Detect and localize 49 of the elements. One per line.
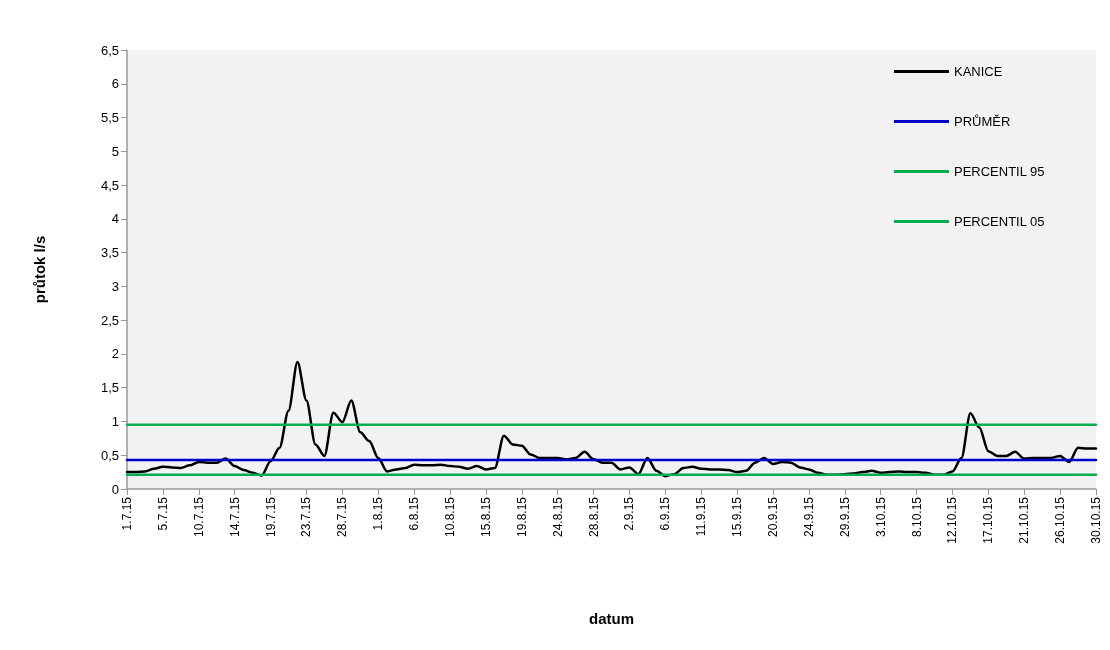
- x-tick-label: 1.7.15: [120, 496, 134, 531]
- line-series: [125, 360, 1098, 478]
- y-tick-label: 4,5: [100, 177, 119, 193]
- x-tick-label: 10.8.15: [443, 496, 457, 538]
- x-tick-label: 5.7.15: [155, 496, 170, 531]
- x-tick-label: 14.7.15: [227, 496, 242, 538]
- y-tick-label: 6,5: [100, 42, 119, 58]
- x-tick-label: 23.7.15: [299, 496, 314, 538]
- legend-label: PERCENTIL 95: [953, 164, 1045, 179]
- x-tick-label: 17.10.15: [981, 496, 996, 544]
- x-tick-label: 24.9.15: [801, 496, 816, 538]
- x-tick-label: 10.7.15: [191, 496, 206, 538]
- x-tick-label: 8.10.15: [909, 496, 924, 538]
- x-tick-label: 11.9.15: [694, 496, 709, 537]
- x-tick-label: 6.8.15: [407, 496, 422, 531]
- x-axis-title: datum: [589, 610, 634, 627]
- y-tick-label: 5: [111, 143, 119, 159]
- legend-label: KANICE: [953, 64, 1003, 79]
- y-tick-label: 5,5: [100, 110, 119, 126]
- x-tick-label: 15.9.15: [730, 496, 745, 538]
- x-tick-label: 2.9.15: [622, 496, 637, 531]
- legend-label: PRŮMĚR: [953, 114, 1011, 129]
- y-tick-label: 0: [111, 481, 119, 497]
- y-tick-label: 0,5: [100, 447, 119, 463]
- x-tick-label: 6.9.15: [658, 496, 673, 531]
- legend-label: PERCENTIL 05: [953, 214, 1045, 229]
- x-tick-label: 28.7.15: [335, 496, 350, 538]
- y-tick-label: 2,5: [100, 312, 119, 328]
- y-tick-label: 3,5: [100, 245, 119, 261]
- x-tick-label: 1.8.15: [371, 496, 386, 531]
- x-tick-label: 24.8.15: [550, 496, 565, 538]
- y-axis-title: průtok l/s: [31, 235, 48, 304]
- x-tick-label: 26.10.15: [1053, 496, 1068, 544]
- y-tick-label: 2: [111, 346, 119, 362]
- y-tick-label: 6: [111, 76, 119, 92]
- x-tick-label: 29.9.15: [837, 496, 852, 538]
- y-tick-label: 3: [111, 278, 119, 294]
- x-tick-label: 15.8.15: [478, 496, 493, 538]
- x-tick-label: 20.9.15: [766, 496, 780, 538]
- y-tick-label: 4: [111, 211, 119, 227]
- y-tick-label: 1,5: [100, 380, 119, 396]
- x-tick-label: 19.7.15: [263, 496, 278, 538]
- x-tick-label: 12.10.15: [945, 496, 960, 544]
- x-tick-label: 28.8.15: [586, 496, 601, 538]
- x-tick-label: 19.8.15: [514, 496, 529, 538]
- x-tick-label: 21.10.15: [1017, 496, 1032, 544]
- x-tick-label: 3.10.15: [873, 496, 888, 538]
- y-tick-label: 1: [111, 413, 119, 429]
- x-tick-label: 30.10.15: [1089, 496, 1103, 544]
